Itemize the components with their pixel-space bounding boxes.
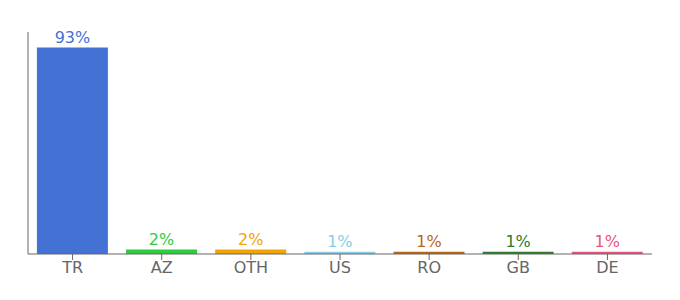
svg-text:2%: 2%: [238, 230, 263, 249]
svg-text:1%: 1%: [416, 232, 441, 251]
svg-text:DE: DE: [596, 258, 618, 277]
svg-text:1%: 1%: [327, 232, 352, 251]
svg-text:1%: 1%: [595, 232, 620, 251]
svg-text:US: US: [329, 258, 351, 277]
svg-text:1%: 1%: [505, 232, 530, 251]
svg-text:RO: RO: [417, 258, 441, 277]
svg-text:GB: GB: [507, 258, 530, 277]
svg-text:93%: 93%: [55, 28, 91, 47]
svg-text:AZ: AZ: [151, 258, 173, 277]
svg-text:TR: TR: [61, 258, 83, 277]
svg-text:2%: 2%: [149, 230, 174, 249]
svg-text:OTH: OTH: [234, 258, 268, 277]
